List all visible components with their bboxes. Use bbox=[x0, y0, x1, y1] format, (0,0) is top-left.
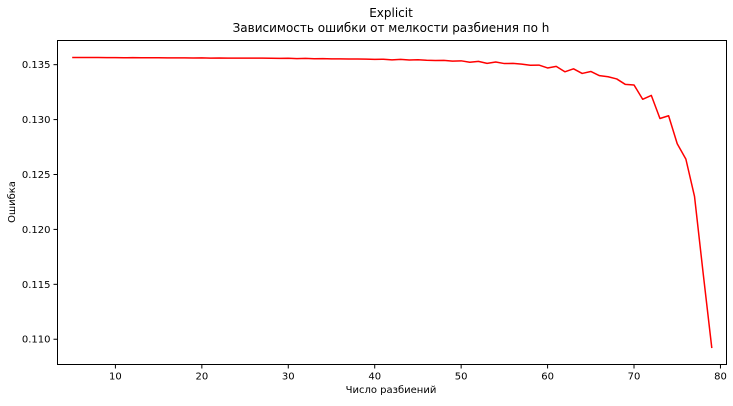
y-tick-label: 0.115 bbox=[22, 280, 51, 291]
series-layer bbox=[72, 56, 713, 349]
series-line bbox=[72, 56, 713, 349]
chart-subtitle: Зависимость ошибки от мелкости разбиения… bbox=[233, 21, 550, 35]
x-tick-label: 80 bbox=[714, 372, 727, 383]
y-axis: 0.110 0.115 0.120 0.125 0.130 0.135 bbox=[22, 60, 58, 346]
chart-title: Explicit bbox=[369, 6, 413, 20]
x-axis-label: Число разбиений bbox=[346, 385, 437, 396]
x-tick-label: 70 bbox=[628, 372, 641, 383]
y-tick-label: 0.125 bbox=[22, 170, 51, 181]
y-tick-label: 0.120 bbox=[22, 225, 51, 236]
y-tick-label: 0.110 bbox=[22, 335, 51, 346]
y-tick-label: 0.130 bbox=[22, 115, 51, 126]
x-tick-label: 10 bbox=[109, 372, 122, 383]
y-tick-label: 0.135 bbox=[22, 60, 51, 71]
x-tick-label: 40 bbox=[368, 372, 381, 383]
x-tick-label: 30 bbox=[282, 372, 295, 383]
x-tick-label: 20 bbox=[195, 372, 208, 383]
plot-area bbox=[57, 40, 727, 365]
x-axis: 10 20 30 40 50 60 70 80 bbox=[109, 364, 727, 383]
x-tick-label: 50 bbox=[455, 372, 468, 383]
y-axis-label: Ошибка bbox=[7, 181, 18, 223]
x-tick-label: 60 bbox=[541, 372, 554, 383]
